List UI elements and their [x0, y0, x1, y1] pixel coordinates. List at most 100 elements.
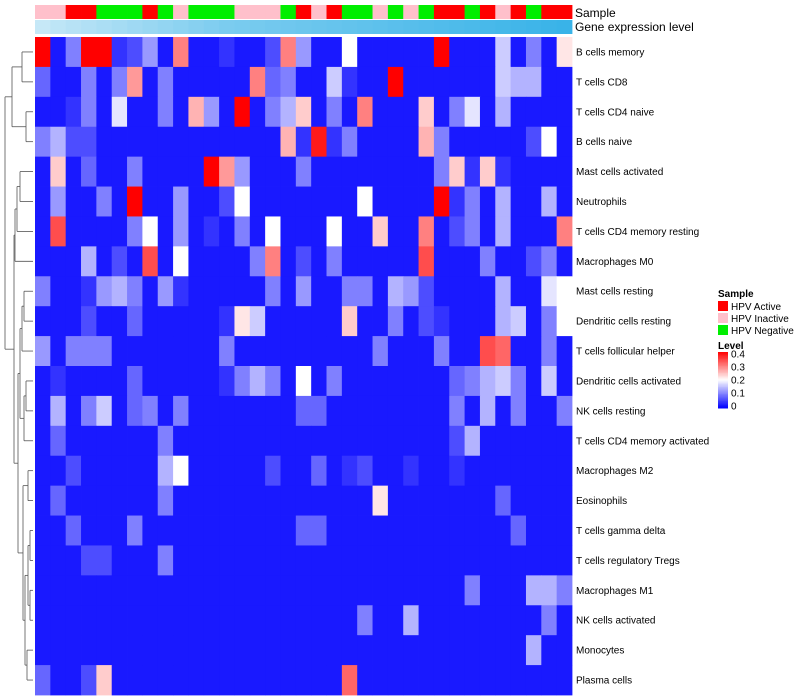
heat-cell-2-2	[65, 96, 82, 128]
heat-cell-11-26	[433, 366, 450, 397]
heat-cell-21-17	[295, 665, 312, 696]
heat-cell-11-23	[387, 366, 404, 397]
heat-cell-5-7	[142, 186, 159, 217]
heat-cell-14-9	[173, 455, 189, 487]
heat-cell-14-16	[280, 455, 297, 487]
heat-cell-10-30	[495, 336, 512, 367]
expression-cell-34	[556, 20, 573, 34]
heat-cell-9-11	[203, 306, 220, 337]
heat-cell-8-26	[433, 276, 450, 307]
heat-cell-18-19	[326, 575, 343, 606]
heat-cell-11-19	[326, 366, 343, 397]
heat-cell-20-5	[111, 635, 128, 666]
heat-cell-20-16	[280, 635, 297, 666]
heat-cell-11-20	[341, 366, 358, 397]
heat-cell-4-19	[326, 156, 343, 187]
heat-cell-17-15	[265, 545, 281, 576]
heat-cell-9-12	[219, 306, 235, 337]
heat-cell-3-34	[556, 126, 573, 158]
heat-cell-13-29	[479, 425, 496, 457]
heat-cell-5-22	[372, 186, 389, 217]
heat-cell-15-1	[50, 485, 67, 516]
heat-cell-12-23	[387, 395, 404, 427]
heat-cell-7-19	[326, 246, 343, 277]
heat-cell-6-15	[265, 216, 281, 247]
heat-cell-0-29	[479, 37, 496, 68]
expression-cell-27	[449, 20, 465, 34]
heat-cell-13-7	[142, 425, 159, 457]
heat-cell-5-34	[556, 186, 573, 217]
row-label: Mast cells activated	[576, 167, 663, 178]
heat-cell-2-28	[464, 96, 481, 128]
heat-cell-5-3	[81, 186, 97, 217]
heat-cell-3-22	[372, 126, 389, 158]
heat-cell-12-5	[111, 395, 128, 427]
heat-cell-7-4	[96, 246, 113, 277]
sample-cell-14	[249, 5, 266, 19]
heat-cell-1-29	[479, 66, 496, 98]
heat-cell-11-29	[479, 366, 496, 397]
sample-cell-6	[127, 5, 143, 19]
heat-cell-19-24	[403, 605, 419, 636]
heat-cell-1-0	[35, 66, 51, 98]
heat-cell-4-3	[81, 156, 97, 187]
heat-cell-2-33	[541, 96, 558, 128]
row-label: Eosinophils	[576, 496, 627, 507]
heat-cell-3-8	[157, 126, 174, 158]
heat-cell-4-2	[65, 156, 82, 187]
heat-cell-16-23	[387, 515, 404, 546]
heat-cell-0-26	[433, 37, 450, 68]
heat-cell-16-17	[295, 515, 312, 546]
expression-cell-7	[142, 20, 159, 34]
heat-cell-9-10	[188, 306, 205, 337]
heat-cell-20-28	[464, 635, 481, 666]
level-legend-gradient-step	[718, 401, 728, 403]
row-label: Dendritic cells activated	[576, 376, 681, 387]
heat-cell-5-1	[50, 186, 67, 217]
expression-cell-2	[65, 20, 82, 34]
heat-cell-19-16	[280, 605, 297, 636]
level-legend-gradient-step	[718, 361, 728, 364]
heat-cell-4-13	[234, 156, 251, 187]
heat-cell-20-18	[311, 635, 327, 666]
heat-cell-18-31	[510, 575, 527, 606]
level-legend-gradient-step	[718, 367, 728, 370]
heat-cell-3-14	[249, 126, 266, 158]
heat-cell-21-13	[234, 665, 251, 696]
heat-cell-15-19	[326, 485, 343, 516]
heat-cell-18-34	[556, 575, 573, 606]
heat-cell-9-7	[142, 306, 159, 337]
heat-cell-9-5	[111, 306, 128, 337]
heat-cell-15-3	[81, 485, 97, 516]
heat-cell-16-32	[525, 515, 542, 546]
heat-cell-16-19	[326, 515, 343, 546]
heat-cell-18-1	[50, 575, 67, 606]
level-legend-gradient-step	[718, 375, 728, 378]
heat-cell-15-10	[188, 485, 205, 516]
heat-cell-7-12	[219, 246, 235, 277]
heat-cell-1-9	[173, 66, 189, 98]
heat-cell-18-13	[234, 575, 251, 606]
heat-cell-5-28	[464, 186, 481, 217]
heat-cell-8-15	[265, 276, 281, 307]
heat-cell-4-7	[142, 156, 159, 187]
heat-cell-11-16	[280, 366, 297, 397]
heat-cell-14-34	[556, 455, 573, 487]
heat-cell-12-25	[418, 395, 435, 427]
heat-cell-2-23	[387, 96, 404, 128]
heat-cell-11-32	[525, 366, 542, 397]
heat-cell-6-17	[295, 216, 312, 247]
heat-cell-17-7	[142, 545, 159, 576]
heat-cell-6-22	[372, 216, 389, 247]
heat-cell-13-31	[510, 425, 527, 457]
heat-cell-20-21	[357, 635, 373, 666]
sample-cell-9	[173, 5, 189, 19]
heat-cell-14-29	[479, 455, 496, 487]
heat-cell-0-18	[311, 37, 327, 68]
heat-cell-8-17	[295, 276, 312, 307]
heat-cell-12-4	[96, 395, 113, 427]
heat-cell-16-6	[127, 515, 143, 546]
sample-cell-22	[372, 5, 389, 19]
heat-cell-7-27	[449, 246, 465, 277]
heat-cell-9-16	[280, 306, 297, 337]
